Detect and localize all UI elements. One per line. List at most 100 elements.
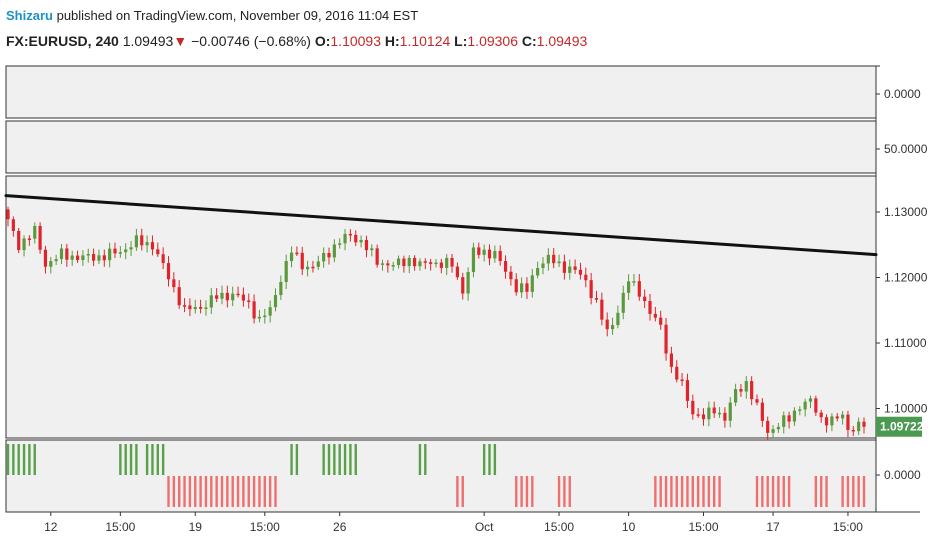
indicator-down-bar: [172, 476, 176, 507]
candle-body: [819, 412, 823, 418]
indicator-up-bar: [418, 444, 422, 475]
price-chart[interactable]: 0.0000 50.0000 0.0000 1.13000 1.12000 1.11…: [0, 62, 932, 550]
indicator-up-bar: [322, 444, 325, 475]
candle-body: [536, 268, 540, 276]
indicator-up-bar: [156, 444, 159, 475]
time-tick-label: 15:00: [688, 520, 718, 534]
candle-body: [370, 248, 374, 251]
candle-body: [771, 429, 775, 433]
candle-body: [38, 225, 42, 250]
candle-body: [707, 407, 711, 420]
last-price-badge: [876, 416, 922, 437]
indicator-up-bar: [124, 444, 127, 475]
time-axis[interactable]: [6, 512, 876, 540]
candle-body: [193, 306, 197, 310]
indicator-down-bar: [236, 476, 240, 507]
candle-body: [134, 235, 138, 248]
candle-body: [573, 266, 577, 270]
candle-body: [402, 258, 406, 267]
indicator-up-bar: [424, 444, 427, 475]
candle-body: [739, 389, 743, 392]
candle-body: [632, 281, 636, 283]
pane1-scale-label: 0.0000: [884, 87, 921, 101]
candle-body: [835, 416, 839, 419]
low-value: 1.09306: [467, 33, 518, 49]
candle-body: [824, 417, 829, 426]
candle-body: [594, 298, 599, 300]
indicator-down-bar: [664, 476, 668, 507]
indicator-down-bar: [771, 476, 775, 507]
candle-body: [744, 381, 748, 392]
candle-body: [225, 292, 229, 301]
indicator-down-bar: [199, 476, 202, 507]
candle-body: [717, 412, 722, 415]
candle-body: [691, 400, 695, 415]
candle-body: [322, 252, 326, 262]
time-tick-label: 12: [44, 520, 58, 534]
close-value: 1.09493: [536, 33, 588, 49]
candle-body: [220, 292, 224, 299]
indicator-down-bar: [691, 476, 694, 507]
indicator-down-bar: [194, 476, 197, 507]
indicator-down-bar: [659, 476, 662, 507]
candle-body: [332, 244, 336, 258]
candle-body: [145, 242, 149, 246]
ohlc-legend: FX:EURUSD, 240 1.09493▼ −0.00746 (−0.68%…: [6, 33, 587, 49]
indicator-down-bar: [204, 476, 208, 507]
author-link[interactable]: Shizaru: [6, 8, 53, 23]
trendline[interactable]: [4, 194, 878, 257]
price-pane: [5, 175, 877, 439]
indicator-down-bar: [226, 476, 229, 507]
indicator-down-bar: [557, 476, 561, 507]
candle-body: [279, 281, 283, 296]
candle-body: [766, 420, 770, 433]
candle-body: [182, 305, 187, 307]
indicator-down-bar: [755, 476, 759, 507]
candle-body: [696, 414, 700, 416]
candle-body: [830, 416, 834, 426]
candle-body: [289, 252, 294, 262]
candle-body: [493, 250, 497, 259]
candle-body: [653, 313, 657, 318]
candle-body: [562, 261, 566, 273]
empty-pane-1: [5, 65, 877, 119]
indicator-down-bar: [563, 476, 566, 507]
indicator-up-bar: [327, 444, 331, 475]
indicator-down-bar: [178, 476, 181, 507]
candle-body: [782, 415, 786, 427]
candle-body: [348, 233, 352, 236]
candle-body: [257, 316, 262, 319]
indicator-down-bar: [862, 476, 866, 507]
candle-body: [375, 248, 379, 265]
indicator-up-bar: [145, 444, 149, 475]
indicator-down-bar: [525, 476, 529, 507]
candle-body: [685, 380, 690, 401]
indicator-down-bar: [857, 476, 860, 507]
indicator-down-bar: [707, 476, 711, 507]
candle-body: [637, 281, 641, 297]
indicator-down-bar: [782, 476, 785, 507]
indicator-down-bar: [718, 476, 721, 507]
candle-body: [808, 398, 813, 402]
candle-body: [471, 247, 476, 273]
indicator-down-bar: [183, 476, 186, 507]
indicator-down-bar: [825, 476, 828, 507]
candle-body: [669, 353, 673, 367]
candle-body: [263, 315, 267, 318]
indicator-up-bar: [295, 444, 299, 475]
indicator-up-bar: [12, 444, 15, 475]
candle-body: [487, 249, 492, 259]
price-scale[interactable]: [876, 66, 920, 512]
candle-body: [525, 283, 529, 292]
indicator-up-bar: [119, 444, 122, 475]
candle-body: [306, 266, 310, 270]
indicator-down-bar: [761, 476, 764, 507]
indicator-down-bar: [456, 476, 459, 507]
candle-body: [734, 389, 738, 403]
candle-body: [300, 252, 304, 270]
candle-body: [65, 248, 69, 260]
indicator-down-bar: [167, 476, 170, 507]
price-tick-label: 1.11000: [884, 336, 927, 350]
indicator-up-bar: [290, 444, 293, 475]
candle-body: [600, 299, 604, 320]
